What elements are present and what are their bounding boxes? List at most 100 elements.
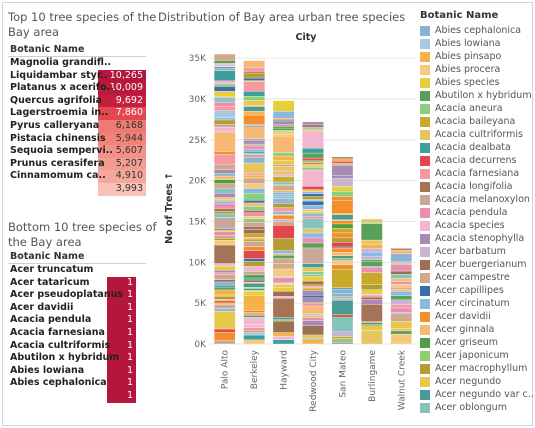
bar-segment[interactable]	[243, 311, 265, 316]
bar-segment[interactable]	[243, 91, 265, 97]
bar-segment[interactable]	[361, 223, 383, 241]
bar-segment[interactable]	[213, 238, 236, 241]
bar-segment[interactable]	[272, 339, 295, 345]
bar-stack[interactable]	[213, 53, 236, 345]
bar-segment[interactable]	[213, 197, 236, 200]
bar-segment[interactable]	[390, 270, 413, 275]
bar-segment[interactable]	[243, 279, 265, 283]
bar-segment[interactable]	[331, 287, 354, 290]
bar-segment[interactable]	[331, 269, 354, 288]
bar-segment[interactable]	[243, 151, 265, 154]
bar-segment[interactable]	[331, 214, 354, 220]
bar-segment[interactable]	[243, 274, 265, 279]
bar-segment[interactable]	[361, 284, 383, 290]
bar-segment[interactable]	[272, 298, 295, 318]
bar-segment[interactable]	[390, 281, 413, 285]
bar-segment[interactable]	[243, 106, 265, 112]
bar-segment[interactable]	[272, 126, 295, 129]
legend-item[interactable]: Acer davidii	[420, 310, 532, 323]
bar-segment[interactable]	[331, 213, 354, 215]
bar-segment[interactable]	[272, 282, 295, 284]
bar-segment[interactable]	[243, 271, 265, 276]
bar-segment[interactable]	[243, 210, 265, 214]
bar-segment[interactable]	[243, 229, 265, 234]
bar-segment[interactable]	[331, 220, 354, 225]
bar-segment[interactable]	[243, 172, 265, 176]
legend-item[interactable]: Acacia melanoxylon	[420, 193, 532, 206]
bar-segment[interactable]	[390, 283, 413, 288]
bar-segment[interactable]	[243, 330, 265, 333]
legend-item[interactable]: Acacia longifolia	[420, 180, 532, 193]
bar-segment[interactable]	[361, 256, 383, 261]
bar-segment[interactable]	[272, 166, 295, 172]
bar-segment[interactable]	[331, 156, 354, 159]
bar-segment[interactable]	[213, 169, 236, 174]
bar-segment[interactable]	[213, 53, 236, 61]
bar-segment[interactable]	[302, 191, 324, 194]
bar-segment[interactable]	[302, 211, 324, 214]
bar-segment[interactable]	[331, 258, 354, 261]
top10-row[interactable]: Magnolia grandifl.. 10,265	[10, 57, 146, 83]
legend-item[interactable]: Acer negundo	[420, 375, 532, 388]
bar-segment[interactable]	[331, 293, 354, 297]
legend-item[interactable]: Acacia aneura	[420, 102, 532, 115]
bar-segment[interactable]	[302, 237, 324, 244]
bar-segment[interactable]	[272, 174, 295, 177]
bar-segment[interactable]	[390, 263, 413, 265]
bar-segment[interactable]	[243, 200, 265, 204]
bar-segment[interactable]	[213, 97, 236, 103]
bar-segment[interactable]	[272, 287, 295, 292]
bar-segment[interactable]	[302, 313, 324, 316]
bar-segment[interactable]	[272, 214, 295, 216]
legend-item[interactable]: Acer campestre	[420, 271, 532, 284]
bar-segment[interactable]	[302, 157, 324, 161]
bar-segment[interactable]	[213, 302, 236, 305]
bar-segment[interactable]	[272, 253, 295, 256]
bar-segment[interactable]	[243, 238, 265, 242]
bar-segment[interactable]	[302, 129, 324, 132]
bar-segment[interactable]	[243, 174, 265, 178]
bar-stack[interactable]	[243, 60, 265, 345]
bar-segment[interactable]	[243, 281, 265, 284]
bar-segment[interactable]	[272, 181, 295, 185]
bar-segment[interactable]	[243, 250, 265, 259]
bar-segment[interactable]	[302, 121, 324, 126]
bar-segment[interactable]	[213, 296, 236, 300]
bar-segment[interactable]	[331, 260, 354, 265]
bar-segment[interactable]	[272, 319, 295, 322]
legend-item[interactable]: Acer macrophyllum	[420, 362, 532, 375]
bar-segment[interactable]	[243, 124, 265, 126]
bar-segment[interactable]	[331, 242, 354, 248]
bar-segment[interactable]	[213, 300, 236, 304]
bar-segment[interactable]	[361, 251, 383, 257]
bar-segment[interactable]	[243, 178, 265, 184]
legend-item[interactable]: Acacia stenophylla	[420, 232, 532, 245]
bar-segment[interactable]	[213, 213, 236, 218]
bar-segment[interactable]	[272, 190, 295, 193]
bar-segment[interactable]	[243, 162, 265, 174]
bar-segment[interactable]	[213, 265, 236, 271]
bar-segment[interactable]	[361, 296, 383, 298]
bar-segment[interactable]	[390, 299, 413, 305]
bar-segment[interactable]	[361, 272, 383, 285]
bar-segment[interactable]	[361, 267, 383, 273]
bar-segment[interactable]	[243, 288, 265, 291]
bar-segment[interactable]	[243, 315, 265, 318]
bar-segment[interactable]	[213, 244, 236, 264]
bar-segment[interactable]	[390, 333, 413, 345]
top10-row[interactable]: Cinnamomum ca.. 3,993	[10, 170, 146, 196]
bar-segment[interactable]	[361, 297, 383, 300]
bar-segment[interactable]	[272, 283, 295, 285]
bar-segment[interactable]	[331, 232, 354, 239]
bar-segment[interactable]	[243, 241, 265, 247]
bar-segment[interactable]	[243, 193, 265, 201]
bar-segment[interactable]	[302, 216, 324, 219]
bar-segment[interactable]	[272, 263, 295, 270]
bar-segment[interactable]	[243, 188, 265, 194]
top10-row[interactable]: Pistacia chinensis 5,607	[10, 133, 146, 158]
bar-segment[interactable]	[390, 330, 413, 335]
bar-segment[interactable]	[390, 313, 413, 322]
bar-segment[interactable]	[302, 271, 324, 275]
bar-segment[interactable]	[302, 334, 324, 339]
bar-segment[interactable]	[331, 247, 354, 253]
